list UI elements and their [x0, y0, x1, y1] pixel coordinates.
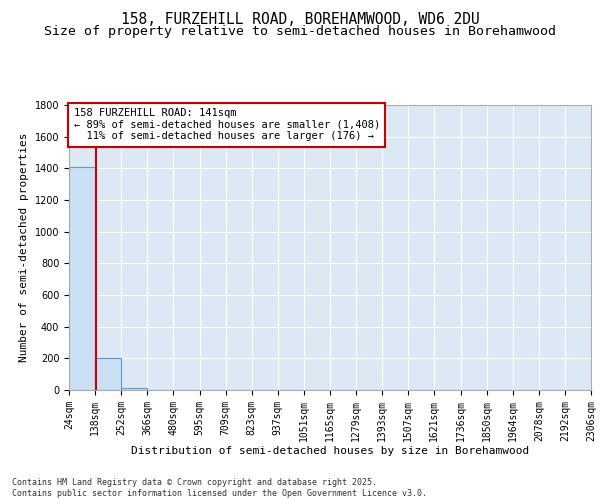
- Text: Size of property relative to semi-detached houses in Borehamwood: Size of property relative to semi-detach…: [44, 25, 556, 38]
- X-axis label: Distribution of semi-detached houses by size in Borehamwood: Distribution of semi-detached houses by …: [131, 446, 529, 456]
- Bar: [69, 167, 95, 390]
- Text: Contains HM Land Registry data © Crown copyright and database right 2025.
Contai: Contains HM Land Registry data © Crown c…: [12, 478, 427, 498]
- Y-axis label: Number of semi-detached properties: Number of semi-detached properties: [19, 132, 29, 362]
- Bar: [121, 388, 147, 390]
- Text: 158 FURZEHILL ROAD: 141sqm
← 89% of semi-detached houses are smaller (1,408)
  1: 158 FURZEHILL ROAD: 141sqm ← 89% of semi…: [74, 108, 380, 142]
- Text: 158, FURZEHILL ROAD, BOREHAMWOOD, WD6 2DU: 158, FURZEHILL ROAD, BOREHAMWOOD, WD6 2D…: [121, 12, 479, 28]
- Bar: [95, 358, 121, 390]
